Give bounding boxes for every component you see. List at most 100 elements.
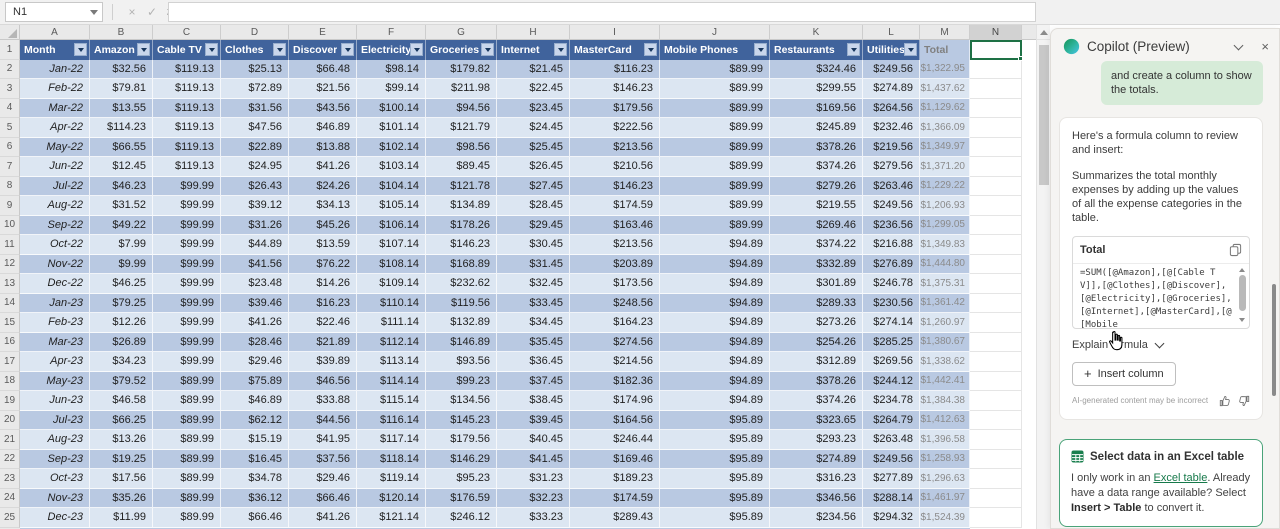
- cell-M3[interactable]: $1,437.62: [920, 79, 970, 99]
- column-header-C[interactable]: C: [153, 25, 221, 40]
- column-header-A[interactable]: A: [20, 25, 90, 40]
- cell-G5[interactable]: $121.79: [426, 118, 497, 138]
- column-header-B[interactable]: B: [90, 25, 153, 40]
- filter-button[interactable]: [904, 43, 917, 57]
- filter-button[interactable]: [644, 43, 657, 57]
- row-header-25[interactable]: 25: [0, 508, 20, 528]
- row-header-6[interactable]: 6: [0, 137, 20, 157]
- column-header-G[interactable]: G: [426, 25, 497, 40]
- cell-J14[interactable]: $94.89: [660, 293, 770, 313]
- cell-B11[interactable]: $7.99: [90, 235, 153, 255]
- cell-I12[interactable]: $203.89: [570, 254, 660, 274]
- row-header-23[interactable]: 23: [0, 469, 20, 489]
- row-header-15[interactable]: 15: [0, 313, 20, 333]
- cell-D9[interactable]: $39.12: [221, 196, 289, 216]
- cell-J25[interactable]: $95.89: [660, 508, 770, 528]
- cell-F12[interactable]: $108.14: [357, 254, 426, 274]
- cell-H8[interactable]: $27.45: [497, 176, 570, 196]
- cell-G4[interactable]: $94.56: [426, 98, 497, 118]
- cell-H5[interactable]: $24.45: [497, 118, 570, 138]
- cell-B10[interactable]: $49.22: [90, 215, 153, 235]
- cell-B7[interactable]: $12.45: [90, 157, 153, 177]
- cell-C3[interactable]: $119.13: [153, 79, 221, 99]
- cell-K24[interactable]: $346.56: [770, 488, 863, 508]
- cell-M19[interactable]: $1,384.38: [920, 391, 970, 411]
- cell-F17[interactable]: $113.14: [357, 352, 426, 372]
- cell-E12[interactable]: $76.22: [289, 254, 357, 274]
- cell-G25[interactable]: $246.12: [426, 508, 497, 528]
- cell-F20[interactable]: $116.14: [357, 410, 426, 430]
- cell-J2[interactable]: $89.99: [660, 59, 770, 79]
- cell-C19[interactable]: $89.99: [153, 391, 221, 411]
- row-header-18[interactable]: 18: [0, 371, 20, 391]
- cell-L11[interactable]: $216.88: [863, 235, 920, 255]
- formula-scrollbar[interactable]: [1237, 266, 1247, 324]
- cell-L12[interactable]: $276.89: [863, 254, 920, 274]
- cell-M4[interactable]: $1,129.62: [920, 98, 970, 118]
- cell-E17[interactable]: $39.89: [289, 352, 357, 372]
- cell-H6[interactable]: $25.45: [497, 137, 570, 157]
- cell-K16[interactable]: $254.26: [770, 332, 863, 352]
- cell-J17[interactable]: $94.89: [660, 352, 770, 372]
- cell-G12[interactable]: $168.89: [426, 254, 497, 274]
- cell-F23[interactable]: $119.14: [357, 469, 426, 489]
- cell-B6[interactable]: $66.55: [90, 137, 153, 157]
- cell-M18[interactable]: $1,442.41: [920, 371, 970, 391]
- cell-A2[interactable]: Jan-22: [20, 59, 90, 79]
- copy-icon[interactable]: [1229, 243, 1242, 257]
- sheet-scrollbar-thumb[interactable]: [1039, 45, 1049, 185]
- cell-B20[interactable]: $66.25: [90, 410, 153, 430]
- cell-N15[interactable]: [970, 313, 1022, 333]
- cell-K19[interactable]: $374.26: [770, 391, 863, 411]
- scroll-down-arrow-icon[interactable]: [1238, 318, 1245, 322]
- row-header-22[interactable]: 22: [0, 449, 20, 469]
- cell-B8[interactable]: $46.23: [90, 176, 153, 196]
- cell-L2[interactable]: $249.56: [863, 59, 920, 79]
- row-header-11[interactable]: 11: [0, 235, 20, 255]
- cell-G18[interactable]: $99.23: [426, 371, 497, 391]
- cell-F9[interactable]: $105.14: [357, 196, 426, 216]
- cell-C11[interactable]: $99.99: [153, 235, 221, 255]
- cell-J4[interactable]: $89.99: [660, 98, 770, 118]
- cell-B23[interactable]: $17.56: [90, 469, 153, 489]
- cell-J19[interactable]: $94.89: [660, 391, 770, 411]
- cell-B24[interactable]: $35.26: [90, 488, 153, 508]
- cell-K8[interactable]: $279.26: [770, 176, 863, 196]
- cell-I8[interactable]: $146.23: [570, 176, 660, 196]
- cell-B22[interactable]: $19.25: [90, 449, 153, 469]
- cell-L24[interactable]: $288.14: [863, 488, 920, 508]
- cell-E9[interactable]: $34.13: [289, 196, 357, 216]
- cell-I4[interactable]: $179.56: [570, 98, 660, 118]
- cell-A17[interactable]: Apr-23: [20, 352, 90, 372]
- column-header-N[interactable]: N: [970, 25, 1022, 40]
- cell-B1[interactable]: Amazon: [90, 40, 153, 60]
- cell-F16[interactable]: $112.14: [357, 332, 426, 352]
- filter-button[interactable]: [273, 43, 286, 57]
- explain-formula-toggle[interactable]: Explain formula: [1072, 338, 1250, 352]
- column-header-H[interactable]: H: [497, 25, 570, 40]
- cell-I5[interactable]: $222.56: [570, 118, 660, 138]
- cell-K20[interactable]: $323.65: [770, 410, 863, 430]
- cell-E21[interactable]: $41.95: [289, 430, 357, 450]
- cell-N12[interactable]: [970, 254, 1022, 274]
- cell-A22[interactable]: Sep-23: [20, 449, 90, 469]
- cell-C7[interactable]: $119.13: [153, 157, 221, 177]
- cell-E15[interactable]: $22.46: [289, 313, 357, 333]
- cell-C22[interactable]: $89.99: [153, 449, 221, 469]
- column-header-K[interactable]: K: [770, 25, 863, 40]
- cell-J23[interactable]: $95.89: [660, 469, 770, 489]
- cell-B14[interactable]: $79.25: [90, 293, 153, 313]
- cell-A24[interactable]: Nov-23: [20, 488, 90, 508]
- row-header-2[interactable]: 2: [0, 59, 20, 79]
- filter-button[interactable]: [481, 43, 494, 57]
- cell-E22[interactable]: $37.56: [289, 449, 357, 469]
- cell-C9[interactable]: $99.99: [153, 196, 221, 216]
- row-header-19[interactable]: 19: [0, 391, 20, 411]
- cell-L14[interactable]: $230.56: [863, 293, 920, 313]
- cell-F15[interactable]: $111.14: [357, 313, 426, 333]
- cell-I13[interactable]: $173.56: [570, 274, 660, 294]
- cell-I2[interactable]: $116.23: [570, 59, 660, 79]
- cell-N8[interactable]: [970, 176, 1022, 196]
- cell-B2[interactable]: $32.56: [90, 59, 153, 79]
- filter-button[interactable]: [554, 43, 567, 57]
